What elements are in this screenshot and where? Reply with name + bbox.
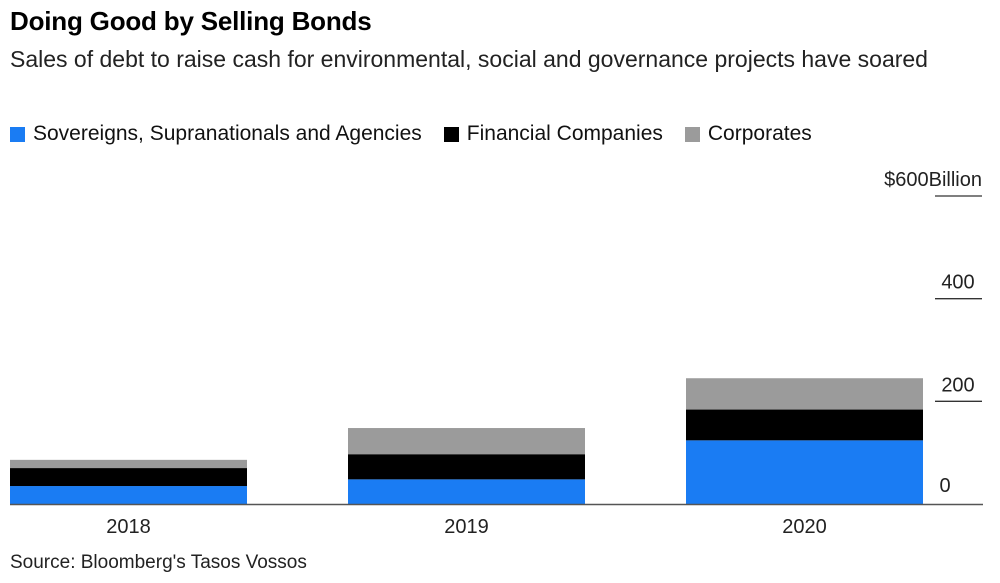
bar-2019-series-0 [348,479,585,504]
legend-item-corporates: Corporates [684,122,812,146]
legend-item-financial: Financial Companies [443,122,663,146]
bar-2019-series-2 [348,428,585,455]
chart-subtitle: Sales of debt to raise cash for environm… [10,46,928,72]
bar-2020-series-0 [686,440,923,504]
x-tick-label-2018: 2018 [106,516,151,538]
bar-2018-series-0 [10,486,247,504]
x-tick-label-2019: 2019 [444,516,489,538]
x-tick-label-2020: 2020 [782,516,827,538]
legend-swatch-financial [443,126,459,142]
bar-2020-series-1 [686,409,923,441]
legend-label-financial: Financial Companies [466,122,663,145]
bar-2020-series-2 [686,378,923,410]
legend-swatch-corporates [684,126,700,142]
legend-label-corporates: Corporates [707,122,812,145]
y-tick-label-200: 200 [941,374,974,396]
legend-label-sovereigns: Sovereigns, Supranationals and Agencies [33,122,422,145]
chart-title: Doing Good by Selling Bonds [10,6,372,36]
bar-2019-series-1 [348,454,585,480]
y-tick-label-600: $600Billion [884,169,982,191]
legend: Sovereigns, Supranationals and Agencies … [10,120,834,148]
source-note: Source: Bloomberg's Tasos Vossos [10,552,307,573]
bar-2018-series-1 [10,468,247,487]
y-tick-label-400: 400 [941,272,974,294]
legend-item-sovereigns: Sovereigns, Supranationals and Agencies [10,122,422,146]
y-tick-label-0: 0 [939,475,950,497]
legend-swatch-sovereigns [10,126,25,142]
bar-2018-series-2 [10,459,247,469]
